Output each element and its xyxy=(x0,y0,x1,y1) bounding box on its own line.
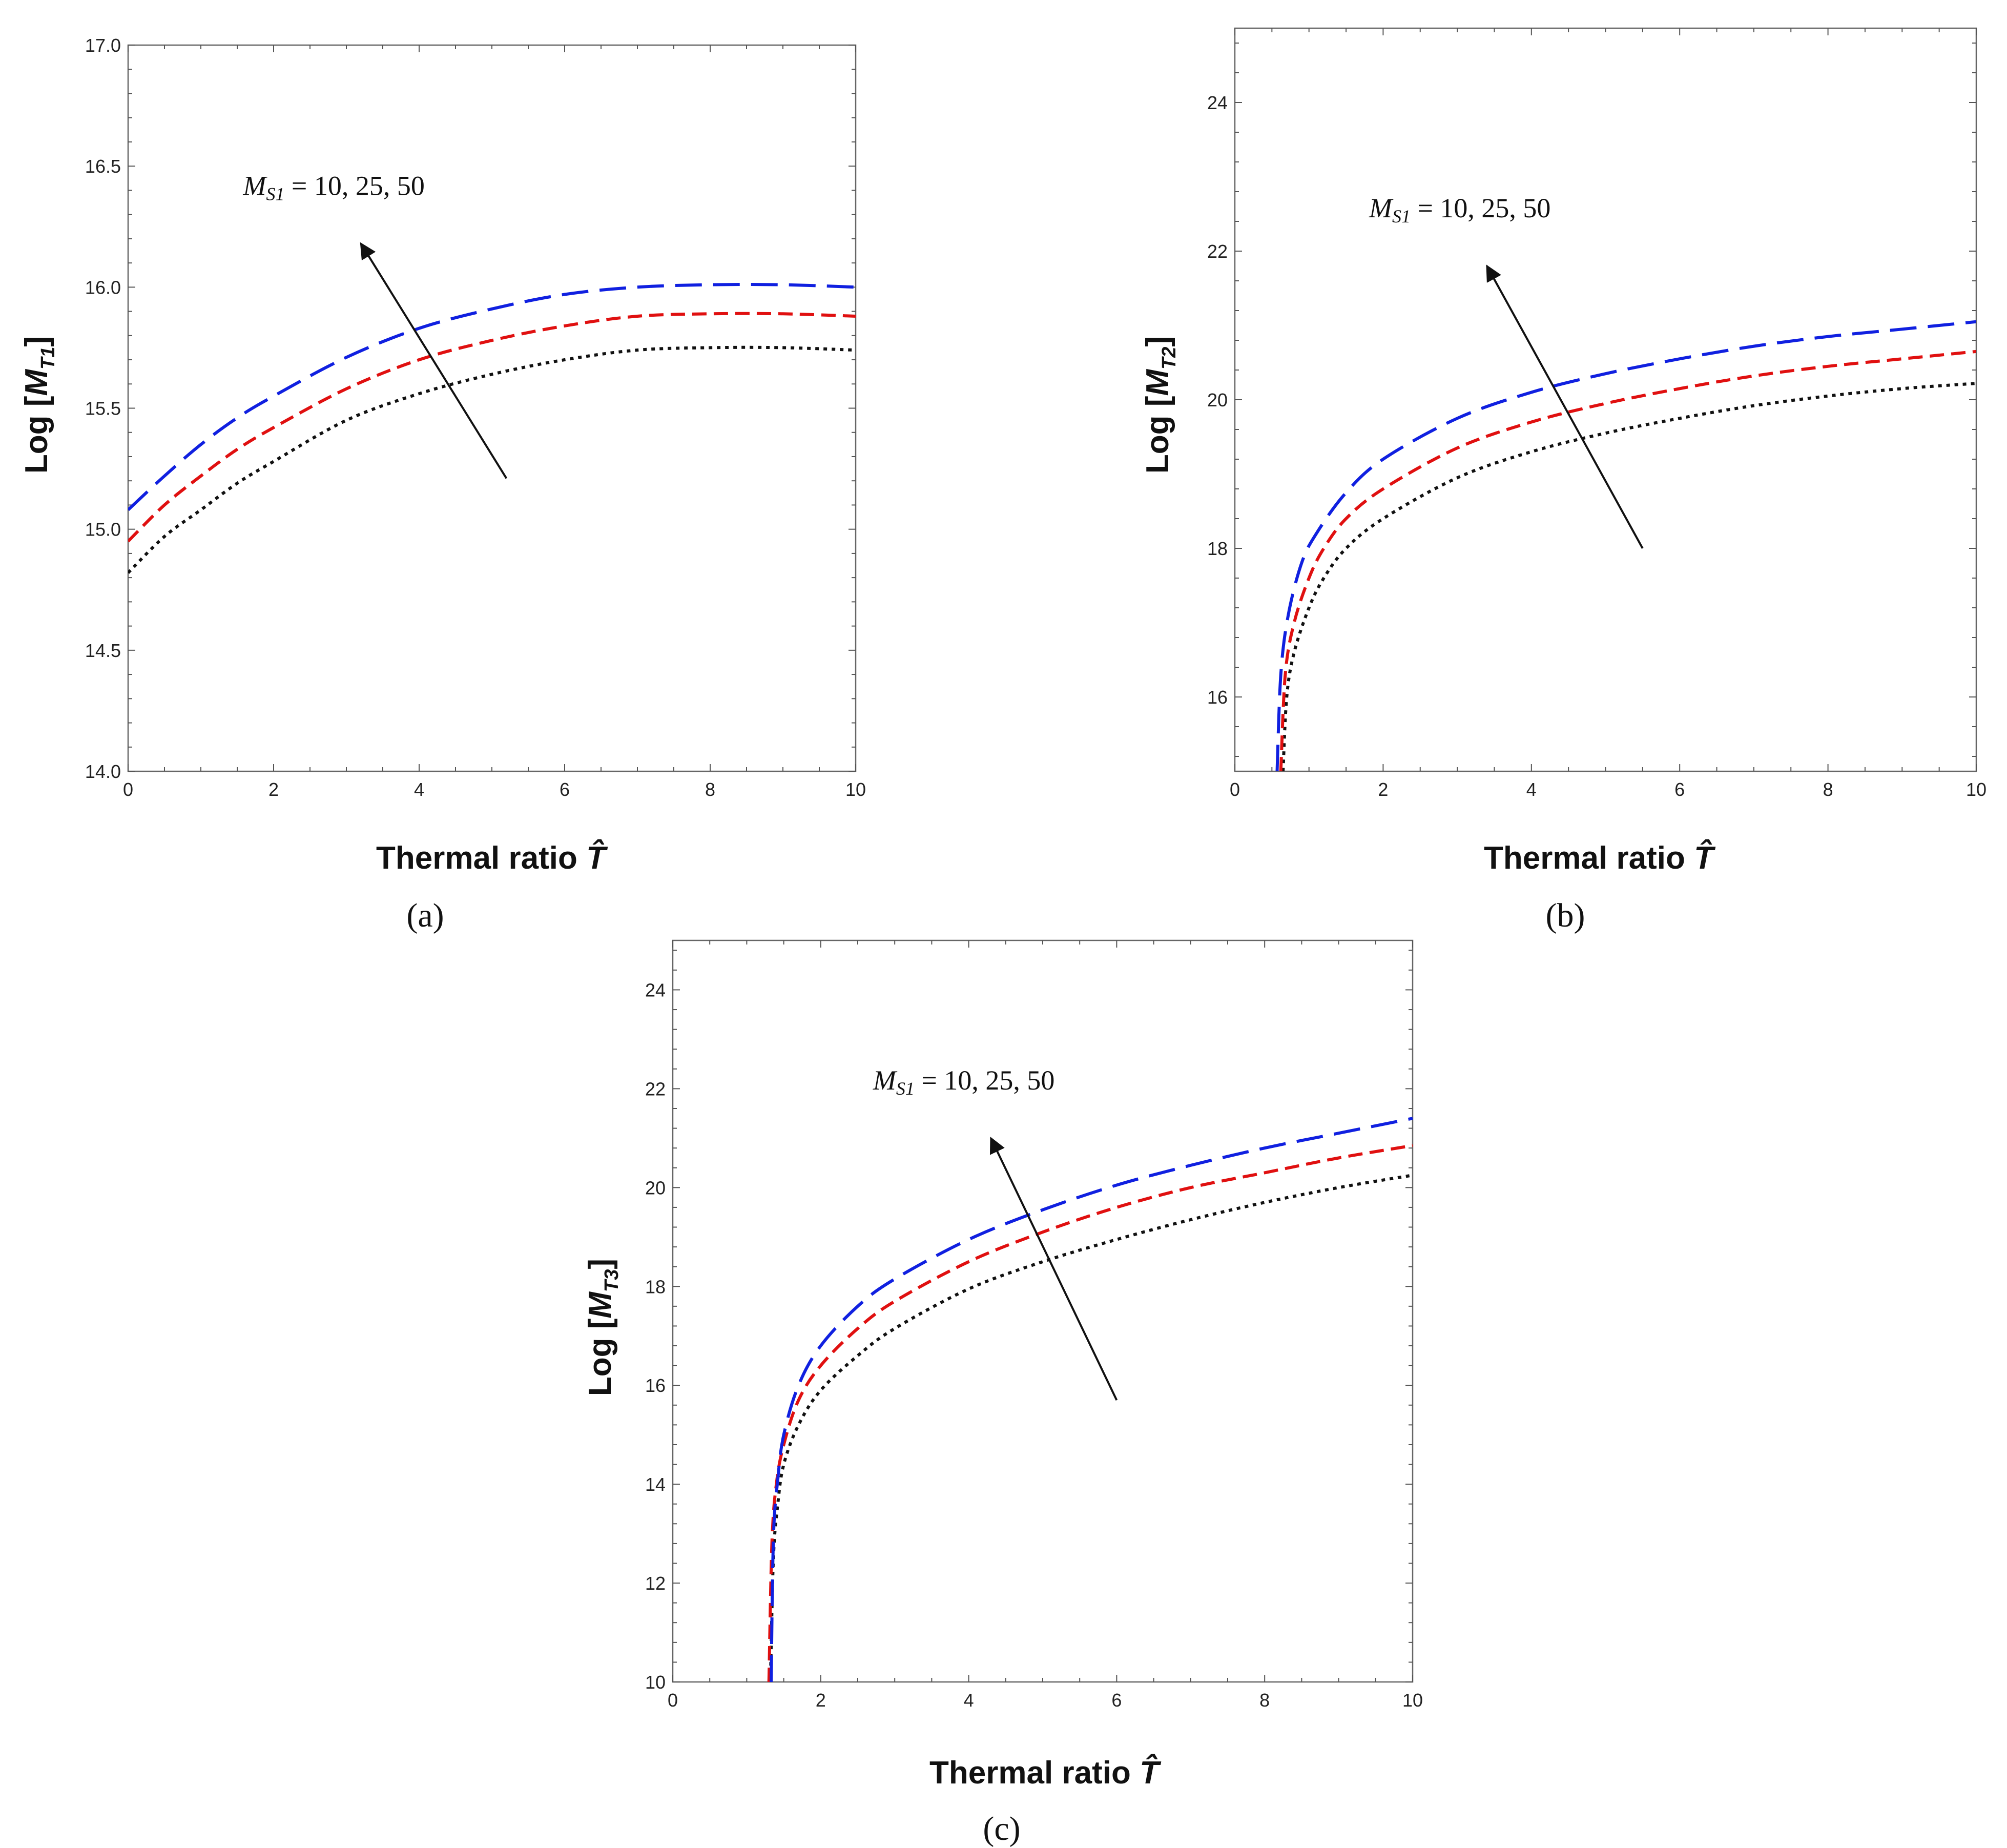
panel-c-label: (c) xyxy=(983,1810,1020,1847)
panel-b-annotation-values: = 10, 25, 50 xyxy=(1411,193,1550,223)
panel-b-annotation: MS1 = 10, 25, 50 xyxy=(1369,193,1550,227)
panel-c-y-tick-label: 12 xyxy=(645,1573,666,1594)
panel-c-ylabel-text: Log xyxy=(583,1338,618,1396)
panel-c-ylabel-symbol: M xyxy=(583,1291,618,1319)
panel-c-xlabel-symbol: T̂ xyxy=(1140,1754,1162,1791)
panel-a-annotation-values: = 10, 25, 50 xyxy=(284,170,424,201)
panel-c-annotation-values: = 10, 25, 50 xyxy=(915,1065,1054,1096)
panel-c-x-tick-label: 8 xyxy=(1259,1690,1270,1711)
panel-a-xlabel-text: Thermal ratio xyxy=(376,840,577,876)
panel-a-annotation-symbol: M xyxy=(242,170,267,201)
panel-a-x-tick-label: 2 xyxy=(268,779,279,800)
panel-a-xlabel-symbol: T̂ xyxy=(586,839,608,876)
panel-a-y-tick-label: 14.0 xyxy=(85,761,121,782)
panel-a-x-tick-label: 6 xyxy=(560,779,570,800)
panel-c-annotation-arrow xyxy=(989,1136,1118,1401)
panel-c-x-tick-label: 4 xyxy=(964,1690,974,1711)
panel-a-ylabel-text: Log xyxy=(19,415,54,474)
panel-b-x-tick-label: 4 xyxy=(1526,779,1537,800)
panel-a-x-tick-label: 4 xyxy=(414,779,424,800)
panel-c-ylabel-subscript: T3 xyxy=(601,1269,623,1292)
panel-a-y-tick-label: 15.0 xyxy=(85,519,121,540)
panel-a-series-line-1 xyxy=(128,345,856,574)
panel-c-annotation-subscript: S1 xyxy=(896,1078,915,1099)
panel-c-xlabel: Thermal ratio T̂ xyxy=(929,1754,1162,1791)
panel-a-y-tick-label: 16.0 xyxy=(85,277,121,298)
panel-b-x-tick-label: 8 xyxy=(1823,779,1833,800)
panel-c-ylabel: Log [MT3] xyxy=(583,1259,623,1396)
panel-b-x-tick-label: 10 xyxy=(1966,779,1987,800)
panel-a-ylabel: Log [MT1] xyxy=(19,336,59,474)
panel-a: Log [MT1] Thermal ratio T̂ (a) xyxy=(19,336,608,934)
panel-b-annotation-symbol: M xyxy=(1369,193,1394,223)
panel-a-annotation-subscript: S1 xyxy=(266,183,284,204)
panel-b-xlabel-symbol: T̂ xyxy=(1694,839,1716,876)
panel-a-y-tick-label: 14.5 xyxy=(85,640,121,661)
panel-a-ylabel-symbol: M xyxy=(19,369,54,396)
panel-a-ylabel-subscript: T1 xyxy=(37,347,59,369)
panel-a-x-tick-label: 8 xyxy=(705,779,715,800)
panel-c-annotation-symbol: M xyxy=(873,1065,898,1096)
panel-b: Log [MT2] Thermal ratio T̂ (b) xyxy=(1140,336,1716,934)
panel-b-y-tick-label: 24 xyxy=(1207,92,1228,113)
panel-c-y-tick-label: 14 xyxy=(645,1474,666,1495)
panel-c-xlabel-text: Thermal ratio xyxy=(929,1755,1131,1791)
panel-b-xlabel: Thermal ratio T̂ xyxy=(1484,839,1716,876)
panel-a-label: (a) xyxy=(406,897,444,934)
panel-c: Log [MT3] Thermal ratio T̂ (c) xyxy=(583,1259,1162,1847)
panel-b-series-line-3 xyxy=(1275,320,1976,771)
panel-a-plot: 0 2 4 6 8 10 14.0 14.5 15.0 15.5 16.0 16.5 17.0 MS1 =… xyxy=(85,35,866,800)
panel-b-annotation-arrow xyxy=(1486,264,1644,549)
panel-b-y-tick-label: 22 xyxy=(1207,241,1228,262)
panel-b-ylabel-subscript: T2 xyxy=(1158,347,1180,369)
panel-a-y-tick-label: 15.5 xyxy=(85,398,121,419)
panel-b-annotation-subscript: S1 xyxy=(1392,206,1411,227)
panel-a-series-line-3 xyxy=(128,283,856,511)
panel-c-x-tick-label: 10 xyxy=(1402,1690,1423,1711)
panel-a-y-tick-label: 16.5 xyxy=(85,156,121,177)
panel-c-y-tick-label: 20 xyxy=(645,1177,666,1198)
panel-c-y-tick-label: 16 xyxy=(645,1375,666,1396)
panel-a-annotation: MS1 = 10, 25, 50 xyxy=(242,170,424,204)
panel-a-x-tick-label: 10 xyxy=(845,779,866,800)
panel-b-y-tick-label: 16 xyxy=(1207,687,1228,708)
panel-c-x-tick-label: 6 xyxy=(1111,1690,1122,1711)
panel-c-x-tick-label: 2 xyxy=(816,1690,826,1711)
panel-c-y-tick-label: 22 xyxy=(645,1078,666,1099)
panel-c-y-tick-label: 24 xyxy=(645,979,666,1000)
panel-a-y-tick-label: 17.0 xyxy=(85,35,121,56)
panel-b-xlabel-text: Thermal ratio xyxy=(1484,840,1685,876)
panel-a-series-group xyxy=(128,283,856,574)
panel-b-label: (b) xyxy=(1546,897,1585,934)
panel-b-y-tick-label: 20 xyxy=(1207,389,1228,410)
panel-c-series-line-3 xyxy=(770,1117,1413,1682)
panel-b-series-group xyxy=(1275,320,1976,771)
panel-b-ylabel: Log [MT2] xyxy=(1140,336,1180,474)
panel-c-annotation: MS1 = 10, 25, 50 xyxy=(873,1065,1054,1099)
panel-b-ylabel-text: Log xyxy=(1140,415,1175,474)
panel-c-x-tick-label: 0 xyxy=(668,1690,678,1711)
panel-a-xlabel: Thermal ratio T̂ xyxy=(376,839,608,876)
panel-a-x-tick-label: 0 xyxy=(123,779,133,800)
panel-b-series-line-2 xyxy=(1279,350,1976,771)
panel-b-x-tick-label: 2 xyxy=(1378,779,1388,800)
panel-b-y-tick-label: 18 xyxy=(1207,538,1228,559)
panel-a-annotation-arrow xyxy=(360,242,508,479)
panel-b-ylabel-symbol: M xyxy=(1140,369,1175,396)
panel-c-y-tick-label: 10 xyxy=(645,1672,666,1693)
panel-b-series-line-1 xyxy=(1281,382,1976,771)
panel-b-x-tick-label: 0 xyxy=(1230,779,1240,800)
panel-b-x-tick-label: 6 xyxy=(1674,779,1685,800)
panel-c-series-group xyxy=(767,1117,1413,1682)
panel-c-y-tick-label: 18 xyxy=(645,1276,666,1297)
